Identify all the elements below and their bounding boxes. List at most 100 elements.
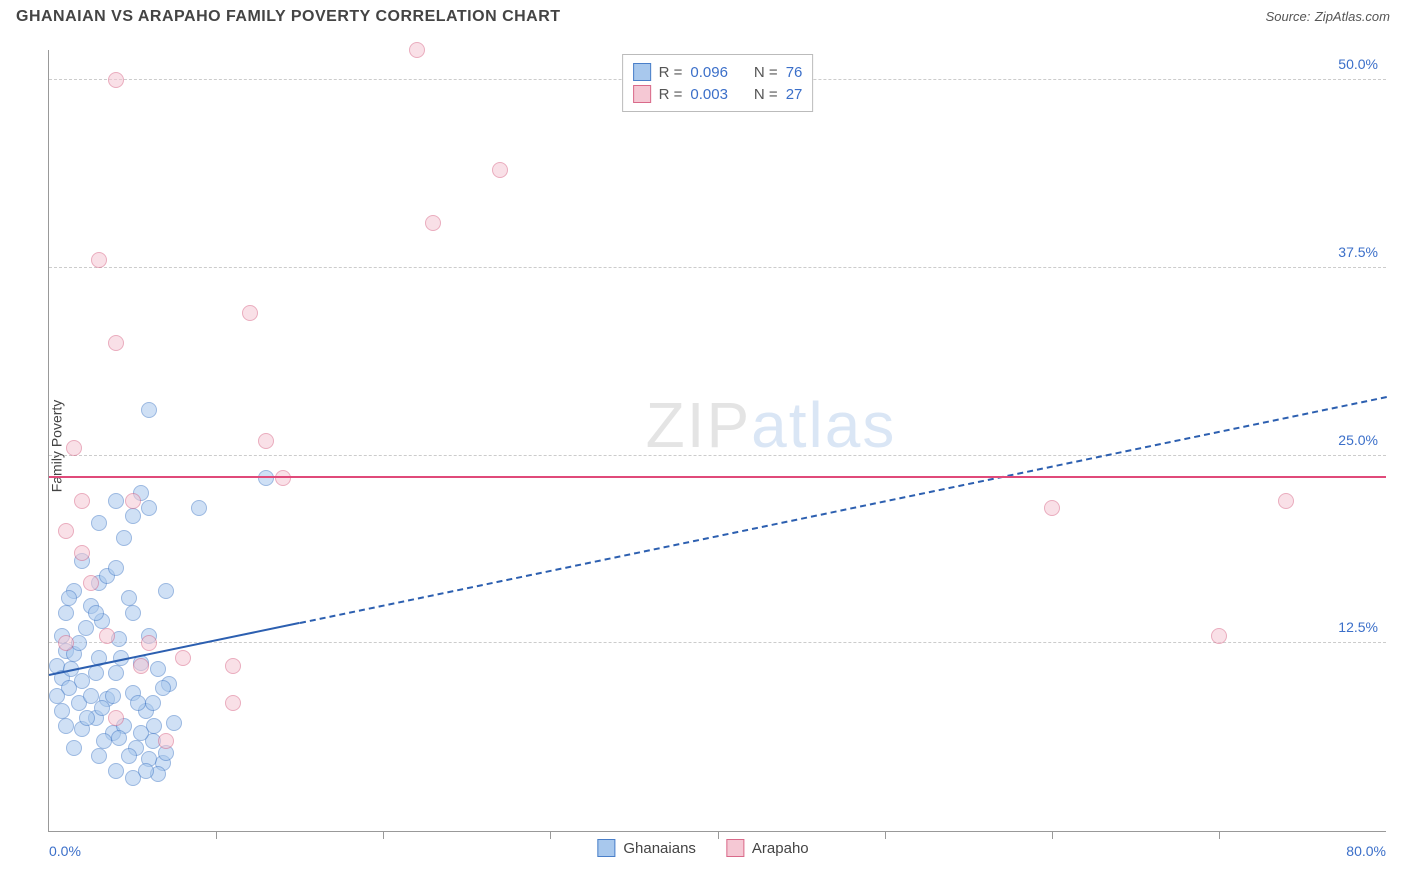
swatch [633, 85, 651, 103]
legend-label-ghanaians: Ghanaians [623, 840, 696, 857]
watermark: ZIPatlas [646, 388, 897, 462]
point-ghanaians [58, 605, 74, 621]
y-tick-label: 37.5% [1338, 244, 1378, 260]
point-ghanaians [54, 703, 70, 719]
point-ghanaians [150, 661, 166, 677]
point-arapaho [58, 635, 74, 651]
gridline [49, 267, 1386, 268]
point-ghanaians [108, 560, 124, 576]
point-arapaho [125, 493, 141, 509]
point-arapaho [492, 162, 508, 178]
r-value: 0.096 [690, 64, 728, 81]
point-arapaho [66, 440, 82, 456]
point-arapaho [99, 628, 115, 644]
point-arapaho [425, 215, 441, 231]
r-label: R = [659, 86, 683, 103]
point-arapaho [83, 575, 99, 591]
swatch [633, 63, 651, 81]
point-arapaho [74, 493, 90, 509]
point-ghanaians [111, 730, 127, 746]
x-tick [885, 831, 886, 839]
legend-item-arapaho: Arapaho [726, 839, 809, 857]
point-ghanaians [91, 748, 107, 764]
point-ghanaians [125, 605, 141, 621]
point-ghanaians [58, 718, 74, 734]
legend-label-arapaho: Arapaho [752, 840, 809, 857]
point-ghanaians [91, 515, 107, 531]
point-ghanaians [166, 715, 182, 731]
x-tick [550, 831, 551, 839]
point-arapaho [74, 545, 90, 561]
point-ghanaians [130, 695, 146, 711]
source-value: ZipAtlas.com [1315, 9, 1390, 24]
legend-stat-row: R = 0.096 N = 76 [633, 61, 803, 83]
point-ghanaians [155, 680, 171, 696]
n-label: N = [754, 64, 778, 81]
x-tick [718, 831, 719, 839]
point-ghanaians [61, 590, 77, 606]
point-arapaho [1044, 500, 1060, 516]
point-ghanaians [141, 500, 157, 516]
point-ghanaians [88, 665, 104, 681]
correlation-legend: R =0.096N =76R =0.003N =27 [622, 54, 814, 112]
point-arapaho [141, 635, 157, 651]
trend-line-ghanaians [300, 396, 1388, 624]
y-tick-label: 25.0% [1338, 432, 1378, 448]
x-axis-start-label: 0.0% [49, 843, 81, 859]
source-attribution: Source: ZipAtlas.com [1266, 8, 1390, 26]
point-arapaho [108, 335, 124, 351]
point-arapaho [225, 658, 241, 674]
x-tick [216, 831, 217, 839]
series-legend: Ghanaians Arapaho [597, 839, 808, 857]
point-arapaho [91, 252, 107, 268]
point-arapaho [133, 658, 149, 674]
point-ghanaians [79, 710, 95, 726]
point-ghanaians [88, 605, 104, 621]
legend-stat-row: R =0.003N =27 [633, 83, 803, 105]
n-value: 27 [786, 86, 803, 103]
y-tick-label: 12.5% [1338, 619, 1378, 635]
point-arapaho [1278, 493, 1294, 509]
swatch-ghanaians [597, 839, 615, 857]
point-arapaho [242, 305, 258, 321]
point-ghanaians [66, 740, 82, 756]
n-value: 76 [786, 64, 803, 81]
scatter-chart: ZIPatlas R =0.096N =76R =0.003N =27 12.5… [48, 50, 1386, 832]
swatch-arapaho [726, 839, 744, 857]
point-ghanaians [49, 688, 65, 704]
point-ghanaians [125, 508, 141, 524]
point-arapaho [175, 650, 191, 666]
point-arapaho [258, 433, 274, 449]
point-ghanaians [258, 470, 274, 486]
point-ghanaians [116, 530, 132, 546]
point-arapaho [108, 710, 124, 726]
point-arapaho [108, 72, 124, 88]
point-arapaho [58, 523, 74, 539]
r-label: R = [659, 64, 683, 81]
y-tick-label: 50.0% [1338, 56, 1378, 72]
point-arapaho [158, 733, 174, 749]
point-ghanaians [108, 493, 124, 509]
chart-title: GHANAIAN VS ARAPAHO FAMILY POVERTY CORRE… [16, 8, 561, 26]
x-tick [383, 831, 384, 839]
point-ghanaians [108, 763, 124, 779]
point-ghanaians [146, 718, 162, 734]
point-ghanaians [105, 688, 121, 704]
point-ghanaians [138, 763, 154, 779]
point-arapaho [1211, 628, 1227, 644]
watermark-atlas: atlas [751, 389, 896, 461]
legend-item-ghanaians: Ghanaians [597, 839, 696, 857]
point-ghanaians [121, 590, 137, 606]
n-label: N = [754, 86, 778, 103]
point-arapaho [409, 42, 425, 58]
point-ghanaians [158, 583, 174, 599]
point-ghanaians [96, 733, 112, 749]
trend-line-arapaho [49, 476, 1386, 478]
gridline [49, 642, 1386, 643]
point-ghanaians [141, 402, 157, 418]
point-ghanaians [145, 695, 161, 711]
source-label: Source: [1266, 9, 1311, 24]
point-ghanaians [191, 500, 207, 516]
x-axis-end-label: 80.0% [1346, 843, 1386, 859]
watermark-zip: ZIP [646, 389, 752, 461]
